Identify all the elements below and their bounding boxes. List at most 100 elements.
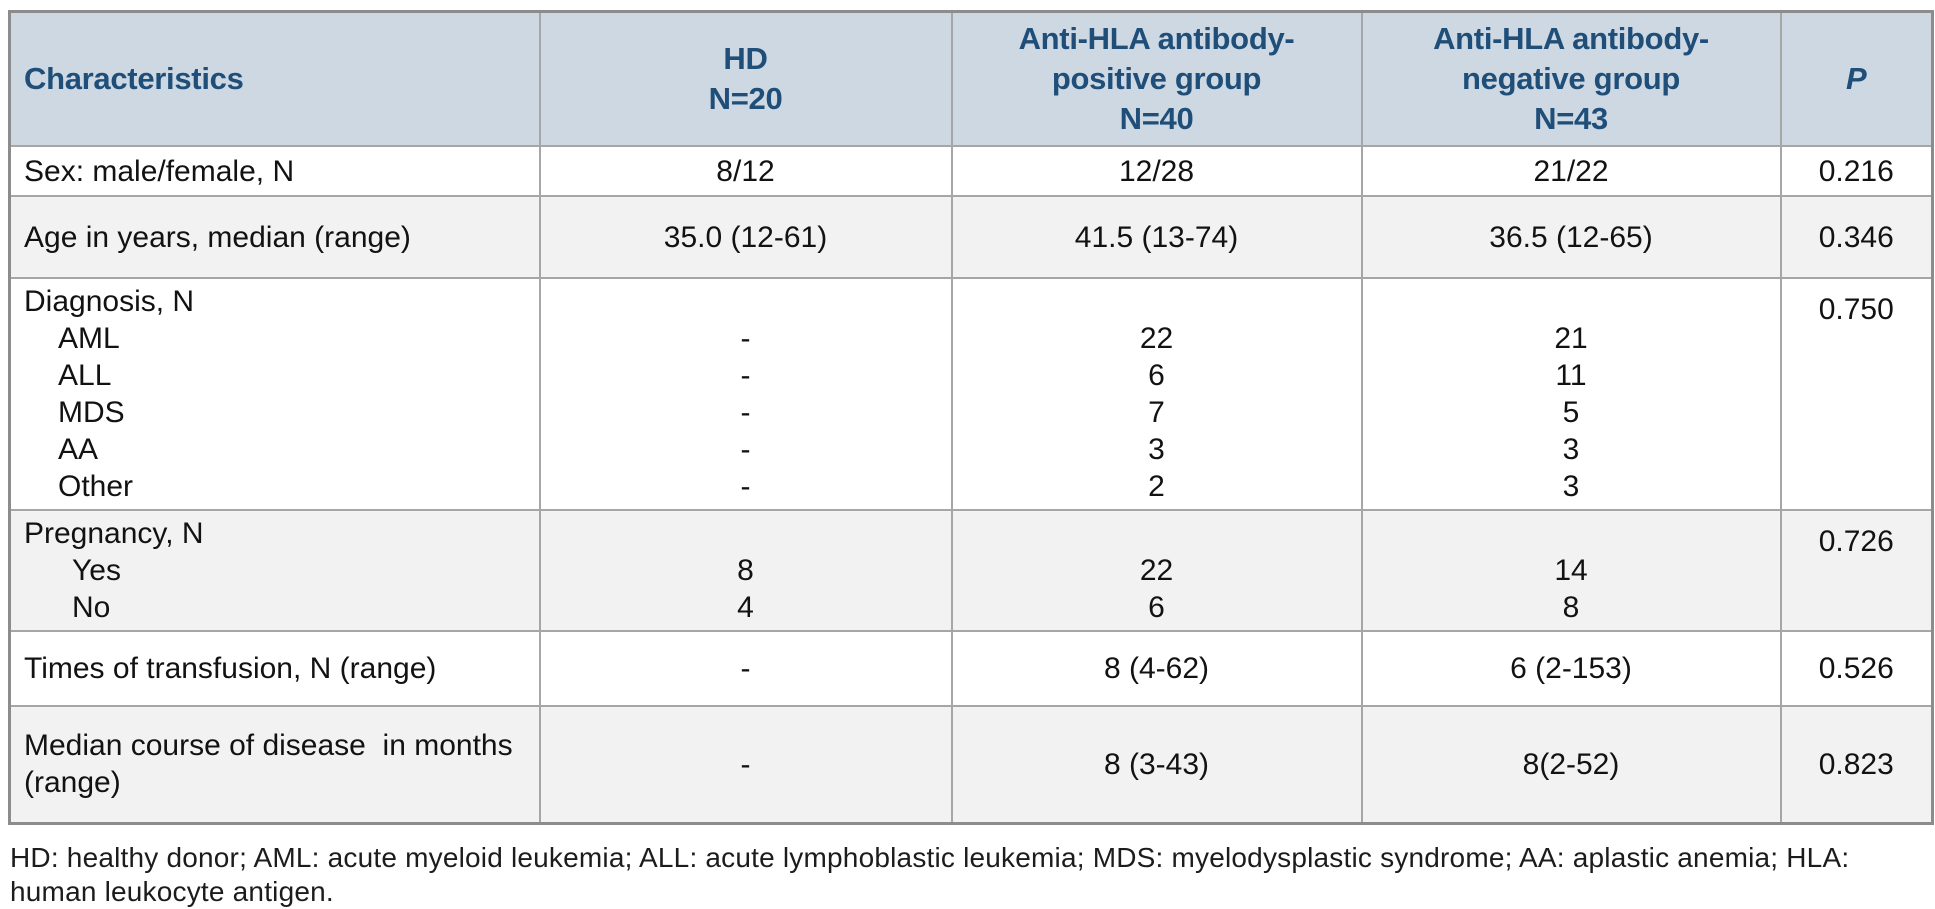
cell-line: 22 [1139,554,1174,587]
cell-age-negative: 36.5 (12-65) [1360,195,1782,279]
cell-line: MDS [58,396,125,429]
cell-line: 21/22 [1533,154,1609,188]
cell-line: 2 [1148,470,1165,503]
cell-diagnosis-characteristic: Diagnosis, N AML ALL MDS AA Other [8,277,541,511]
cell-sex-characteristic: Sex: male/female, N [8,145,541,197]
table-body: Sex: male/female, N 8/12 12/28 21/22 0.216 Ag… [8,145,1934,824]
table-row-diagnosis: Diagnosis, N AML ALL MDS AA Other - - - - -22 6 7 3 2 2… [8,277,1934,511]
cell-diagnosis-negative: 21 11 5 3 3 [1360,277,1782,511]
cell-sex-p: 0.216 [1779,145,1934,197]
cell-line: 8 [737,554,754,587]
cell-line: 36.5 (12-65) [1489,220,1653,254]
cell-line: 4 [737,591,754,624]
cell-line: 8(2-52) [1522,747,1620,781]
cell-course-characteristic: Median course of disease in months (range… [8,705,541,824]
column-header-characteristic: Characteristics [8,10,541,147]
cell-line: AA [58,433,99,466]
cell-age-p: 0.346 [1779,195,1934,279]
cell-line: 12/28 [1118,154,1195,188]
cell-line [963,283,1351,320]
column-header-p: P [1779,10,1934,147]
cell-course-p: 0.823 [1779,705,1934,824]
cell-line [1373,283,1770,320]
cell-line: 6 [1148,591,1165,624]
cell-line: 6 (2-153) [1510,652,1632,685]
table-footnote: HD: healthy donor; AML: acute myeloid le… [10,841,1850,907]
cell-line: - [740,396,751,429]
cell-diagnosis-positive: 22 6 7 3 2 [950,277,1363,511]
cell-line: 8 [1562,591,1580,624]
cell-pregnancy-positive: 22 6 [950,509,1363,632]
cell-line: 22 [1139,322,1174,355]
cell-line: Times of transfusion, N (range) [24,652,437,685]
cell-sex-hd: 8/12 [538,145,953,197]
cell-line: - [740,652,751,685]
characteristics-table: Characteristics HD N=20 Anti-HLA antibody-… [8,10,1934,825]
table-row-age: Age in years, median (range) 35.0 (12-61)… [8,195,1934,279]
cell-line: 0.823 [1818,747,1894,781]
cell-line: 14 [1554,554,1588,587]
cell-line: 0.216 [1818,154,1894,188]
cell-sex-positive: 12/28 [950,145,1363,197]
cell-line: 21 [1554,322,1588,355]
cell-line: Median course of disease in months [24,729,513,763]
cell-line: - [740,747,751,781]
cell-line: (range) [24,766,121,800]
cell-line: 41.5 (13-74) [1074,220,1239,254]
cell-age-positive: 41.5 (13-74) [950,195,1363,279]
cell-course-hd: - [538,705,953,824]
cell-line: 35.0 (12-61) [663,220,828,254]
cell-line: Yes [72,554,121,587]
column-header-positive: Anti-HLA antibody- positive group N=40 [950,10,1363,147]
table-row-sex: Sex: male/female, N 8/12 12/28 21/22 0.216 [8,145,1934,197]
cell-line [963,515,1351,552]
cell-line: 8 (3-43) [1103,747,1210,781]
cell-line: 11 [1555,359,1587,392]
cell-line: 0.526 [1818,652,1894,685]
cell-line: Pregnancy, N [24,517,204,550]
cell-line: - [740,359,751,392]
table-header: Characteristics HD N=20 Anti-HLA antibody-… [8,10,1934,147]
cell-pregnancy-negative: 14 8 [1360,509,1782,632]
cell-line: 7 [1148,396,1165,429]
cell-course-positive: 8 (3-43) [950,705,1363,824]
table-row-pregnancy: Pregnancy, N Yes No 8 4 22 6 14 8 0.726 [8,509,1934,632]
cell-line: 6 [1148,359,1165,392]
cell-diagnosis-p: 0.750 [1779,277,1934,511]
cell-line: Age in years, median (range) [24,220,411,254]
cell-line: - [740,470,751,503]
cell-line [551,283,941,320]
cell-line: No [72,591,111,624]
table-row-transfusion: Times of transfusion, N (range) - 8 (4-62)… [8,630,1934,707]
cell-line: 3 [1562,470,1580,503]
cell-age-hd: 35.0 (12-61) [538,195,953,279]
cell-line: 8 (4-62) [1103,652,1210,685]
cell-line: Other [58,470,134,503]
cell-line [551,515,941,552]
cell-line: AML [58,322,120,355]
cell-line: 0.750 [1818,293,1894,326]
cell-course-negative: 8(2-52) [1360,705,1782,824]
cell-line: Diagnosis, N [24,285,195,318]
cell-transfusion-negative: 6 (2-153) [1360,630,1782,707]
cell-line: Sex: male/female, N [24,154,295,188]
cell-line: 3 [1148,433,1165,466]
cell-line: 0.346 [1818,220,1894,254]
cell-line: 5 [1562,396,1580,429]
column-header-hd: HD N=20 [538,10,953,147]
cell-transfusion-positive: 8 (4-62) [950,630,1363,707]
cell-line: - [740,322,751,355]
column-header-negative: Anti-HLA antibody- negative group N=43 [1360,10,1782,147]
cell-pregnancy-characteristic: Pregnancy, N Yes No [8,509,541,632]
cell-line: 3 [1562,433,1580,466]
cell-line: 0.726 [1818,525,1894,558]
cell-line: 8/12 [716,154,775,188]
cell-transfusion-p: 0.526 [1779,630,1934,707]
cell-transfusion-characteristic: Times of transfusion, N (range) [8,630,541,707]
cell-line [1373,515,1770,552]
header-row: Characteristics HD N=20 Anti-HLA antibody-… [8,10,1934,147]
table-row-course: Median course of disease in months (range… [8,705,1934,824]
cell-diagnosis-hd: - - - - - [538,277,953,511]
cell-line: - [740,433,751,466]
